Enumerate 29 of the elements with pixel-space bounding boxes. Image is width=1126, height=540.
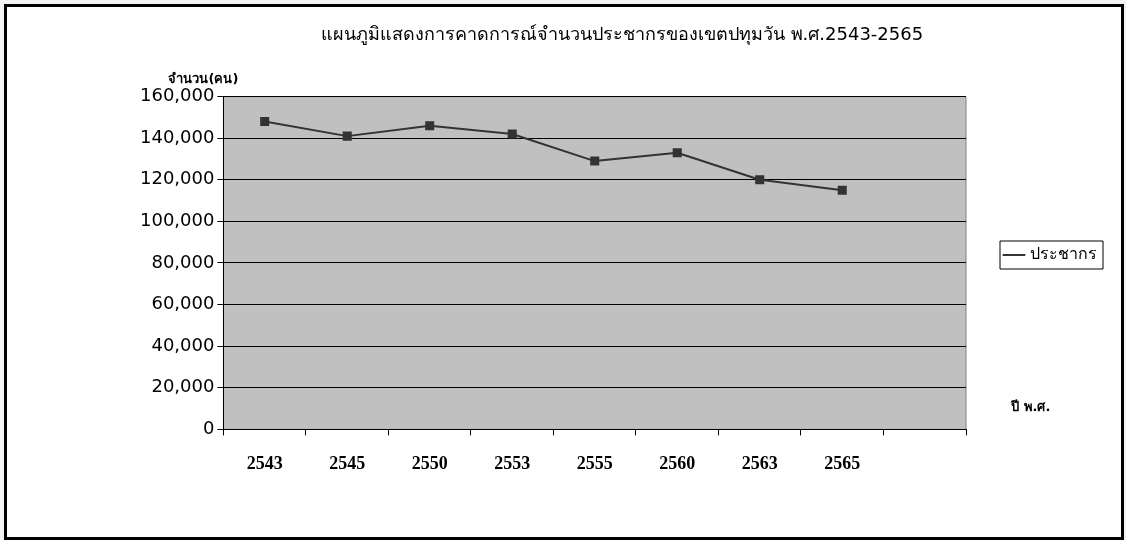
- y-tick-label: 160,000: [140, 84, 215, 106]
- x-tick-label: 2553: [494, 452, 531, 473]
- point: [425, 121, 435, 131]
- chart-title: แผนภูมิแสดงการคาดการณ์จำนวนประชากรของเขตปทุมวัน พ.ศ.2543-2565: [320, 23, 924, 46]
- x-tick-label: 2560: [659, 452, 696, 473]
- point: [755, 175, 765, 185]
- x-tick-label: 2563: [741, 452, 778, 473]
- point: [260, 117, 270, 127]
- x-tick-label: 2545: [329, 452, 366, 473]
- y-tick-label: 40,000: [151, 333, 215, 355]
- point: [672, 148, 682, 158]
- y-tick-label: 140,000: [140, 125, 215, 147]
- point: [590, 156, 600, 166]
- y-tick-label: 60,000: [151, 292, 215, 314]
- y-axis-title: จำนวน(คน): [168, 71, 239, 87]
- point: [342, 131, 352, 141]
- legend-label: ประชากร: [1030, 244, 1097, 264]
- x-tick-label: 2550: [411, 452, 448, 473]
- x-tick-label: 2555: [576, 452, 613, 473]
- x-tick-label: 2565: [824, 452, 861, 473]
- y-tick-label: 80,000: [151, 250, 215, 272]
- y-tick-label: 100,000: [140, 209, 215, 231]
- point: [837, 185, 847, 195]
- point: [507, 129, 517, 139]
- x-tick-label: 2543: [246, 452, 283, 473]
- y-tick-label: 0: [202, 417, 215, 439]
- x-axis-title: ปี พ.ศ.: [1010, 398, 1051, 414]
- y-tick-label: 120,000: [140, 167, 215, 189]
- y-tick-label: 20,000: [151, 375, 215, 397]
